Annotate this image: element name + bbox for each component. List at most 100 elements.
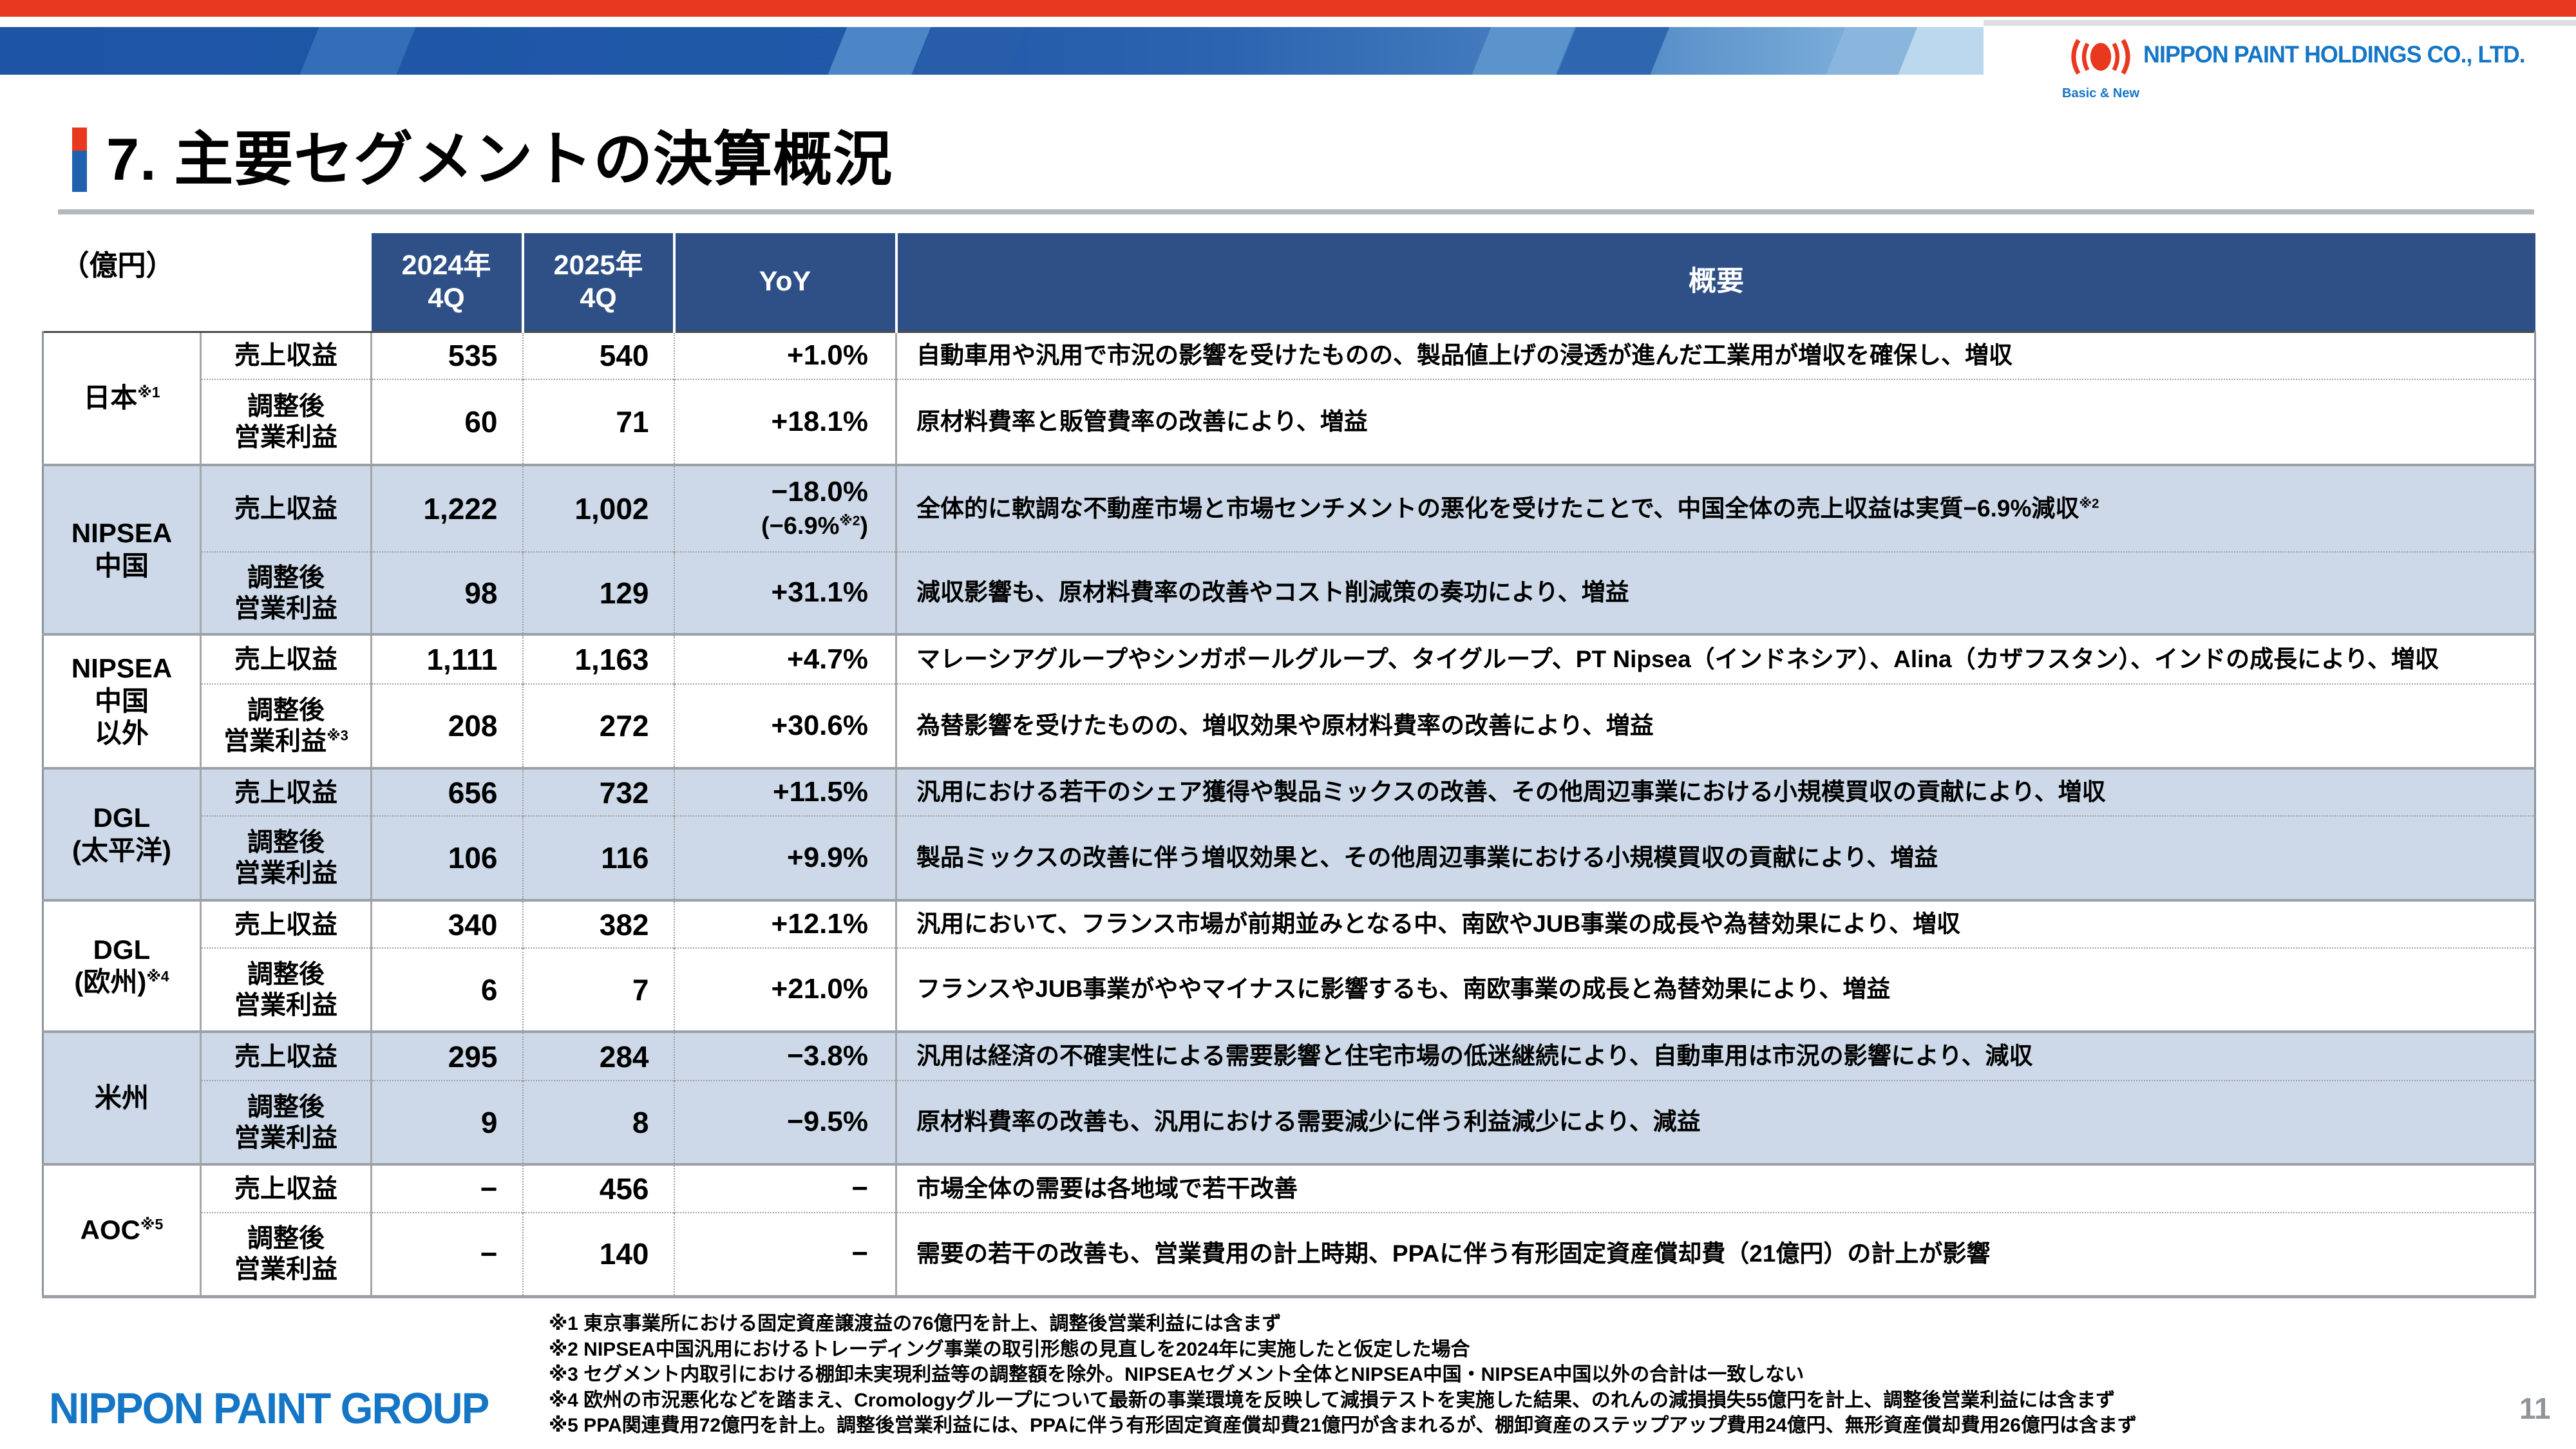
cell-adjusted-op-2024q: 60 [370,379,523,465]
cell-revenue-summary: 自動車用や汎用で市況の影響を受けたものの、製品値上げの浸透が進んだ工業用が増収を… [895,330,2536,379]
segment-name: DGL (欧州)※4 [42,899,201,1032]
cell-revenue-2025q: 1,002 [522,464,674,552]
header-banner [0,27,1984,75]
col-header-yoy: YoY [672,233,896,332]
cell-adjusted-op-yoy: − [673,1212,896,1298]
segment-name: NIPSEA 中国 [42,464,201,634]
table-header-row: （億円） 2024年 4Q 2025年 4Q YoY 概要 [43,233,2535,332]
banner-stripe [296,27,419,75]
table-row: 調整後 営業利益 9 8 −9.5% 原材料費率の改善も、汎用における需要減少に伴う利益減… [43,1080,2536,1164]
cell-adjusted-op-yoy: +30.6% [673,683,896,768]
cell-revenue-2025q: 284 [522,1030,674,1081]
footnote: ※2 NIPSEA中国汎用におけるトレーディング事業の取引形態の見直しを2024… [549,1338,1470,1360]
page-number: 11 [2519,1392,2551,1425]
cell-revenue-summary: 汎用において、フランス市場が前期並みとなる中、南欧やJUB事業の成長や為替効果に… [895,899,2536,948]
col-header-2025q4: 2025年 4Q [521,233,674,332]
title-accent-bar [72,128,87,192]
cell-metric-adjusted-op: 調整後 営業利益 [200,947,372,1032]
cell-adjusted-op-2025q: 140 [522,1212,674,1298]
cell-revenue-yoy: +4.7% [673,633,896,684]
cell-revenue-summary: 汎用における若干のシェア獲得や製品ミックスの改善、その他周辺事業における小規模買… [895,767,2536,816]
table-row: 調整後 営業利益 98 129 +31.1% 減収影響も、原材料費率の改善やコスト削減策の… [43,551,2536,634]
cell-adjusted-op-2025q: 8 [522,1080,674,1164]
cell-adjusted-op-yoy: +31.1% [673,551,896,634]
cell-revenue-summary: 全体的に軟調な不動産市場と市場センチメントの悪化を受けたことで、中国全体の売上収… [895,464,2536,552]
table-row: 米州 売上収益 295 284 −3.8% 汎用は経済の不確実性による需要影響と住宅市場の… [42,1030,2536,1164]
segment-name: NIPSEA 中国 以外 [42,633,201,768]
cell-revenue-2024q: 656 [370,767,523,816]
table-row: NIPSEA 中国 以外 売上収益 1,111 1,163 +4.7% マレーシアグループやシ… [42,633,2536,768]
cell-adjusted-op-summary: 製品ミックスの改善に伴う増収効果と、その他周辺事業における小規模買収の貢献により… [895,815,2536,900]
cell-adjusted-op-2024q: 208 [370,683,523,768]
cell-metric-adjusted-op: 調整後 営業利益 [200,815,372,900]
cell-metric-revenue: 売上収益 [200,1163,372,1213]
segment-name: 日本※1 [42,330,201,465]
cell-metric-revenue: 売上収益 [200,464,372,552]
footnote: ※1 東京事業所における固定資産譲渡益の76億円を計上、調整後営業利益には含まず [549,1313,1282,1334]
cell-metric-adjusted-op: 調整後 営業利益 [200,551,372,634]
cell-adjusted-op-2024q: 106 [370,815,523,900]
cell-revenue-yoy: −3.8% [673,1030,896,1081]
col-header-summary: 概要 [895,233,2535,332]
top-right-strip [1984,20,2576,26]
cell-revenue-2024q: − [370,1163,523,1213]
cell-adjusted-op-summary: 減収影響も、原材料費率の改善やコスト削減策の奏功により、増益 [895,551,2536,634]
segment-table-body: 日本※1 売上収益 535 540 +1.0% 自動車用や汎用で市況の影響を受けたものの、… [42,330,2536,1298]
footnotes: ※1 東京事業所における固定資産譲渡益の76億円を計上、調整後営業利益には含まず… [549,1311,2137,1439]
cell-revenue-2024q: 295 [370,1030,523,1081]
table-row: 日本※1 売上収益 535 540 +1.0% 自動車用や汎用で市況の影響を受けたものの、… [42,330,2536,465]
col-header-2024q4: 2024年 4Q [371,233,523,332]
cell-metric-revenue: 売上収益 [200,330,372,379]
logo-tagline: Basic & New [2062,86,2140,100]
cell-revenue-2024q: 535 [370,330,523,379]
footnote: ※3 セグメント内取引における棚卸未実現利益等の調整額を除外。NIPSEAセグメ… [549,1364,1804,1385]
cell-revenue-summary: 汎用は経済の不確実性による需要影響と住宅市場の低迷継続により、自動車用は市況の影… [895,1030,2536,1081]
cell-revenue-yoy: −18.0% (−6.9%※2) [673,464,896,552]
cell-metric-adjusted-op: 調整後 営業利益※3 [200,683,372,768]
table-row: DGL (太平洋) 売上収益 656 732 +11.5% 汎用における若干のシェア獲得や製… [42,767,2536,900]
cell-revenue-summary: マレーシアグループやシンガポールグループ、タイグループ、PT Nipsea（イン… [895,633,2536,684]
cell-adjusted-op-yoy: −9.5% [673,1080,896,1164]
cell-adjusted-op-summary: 原材料費率の改善も、汎用における需要減少に伴う利益減少により、減益 [895,1080,2536,1164]
cell-adjusted-op-2024q: 6 [370,947,523,1032]
cell-revenue-2024q: 1,111 [370,633,523,684]
title-divider [58,209,2534,214]
cell-revenue-yoy: +11.5% [673,767,896,816]
cell-revenue-yoy: +1.0% [673,330,896,379]
table-row: NIPSEA 中国 売上収益 1,222 1,002 −18.0% (−6.9%※2) 全体的… [42,464,2536,634]
paint-drop-icon [2071,39,2130,75]
cell-adjusted-op-summary: 為替影響を受けたものの、増収効果や原材料費率の改善により、増益 [895,683,2536,768]
cell-revenue-2025q: 732 [522,767,674,816]
cell-revenue-yoy: − [673,1163,896,1213]
cell-adjusted-op-2024q: 98 [370,551,523,634]
footnote: ※4 欧州の市況悪化などを踏まえ、Cromologyグループについて最新の事業環… [549,1389,2116,1411]
company-name: NIPPON PAINT HOLDINGS CO., LTD. [2143,41,2526,68]
footer-logo: NIPPON PAINT GROUP [49,1384,489,1433]
cell-adjusted-op-yoy: +18.1% [673,379,896,465]
cell-revenue-2025q: 382 [522,899,674,948]
table-row: 調整後 営業利益 60 71 +18.1% 原材料費率と販管費率の改善により、増益 [43,379,2536,465]
cell-adjusted-op-2025q: 7 [522,947,674,1032]
cell-revenue-2024q: 340 [370,899,523,948]
segment-results-table: （億円） 2024年 4Q 2025年 4Q YoY 概要 日本※1 売上収益 535 5… [42,233,2536,1298]
cell-revenue-2025q: 540 [522,330,674,379]
cell-adjusted-op-2024q: 9 [370,1080,523,1164]
cell-metric-adjusted-op: 調整後 営業利益 [200,1080,372,1164]
cell-metric-revenue: 売上収益 [200,899,372,948]
table-row: DGL (欧州)※4 売上収益 340 382 +12.1% 汎用において、フランス市場が前… [42,899,2536,1032]
cell-adjusted-op-summary: フランスやJUB事業がややマイナスに影響するも、南欧事業の成長と為替効果により、… [895,947,2536,1032]
table-row: 調整後 営業利益 −140− 需要の若干の改善も、営業費用の計上時期、PPAに伴う有形… [43,1212,2536,1298]
cell-revenue-summary: 市場全体の需要は各地域で若干改善 [895,1163,2536,1213]
cell-revenue-2025q: 1,163 [522,633,674,684]
company-logo: Basic & New NIPPON PAINT HOLDINGS CO., L… [2029,31,2563,102]
unit-label: （億円） [43,233,372,332]
cell-adjusted-op-2024q: − [370,1212,523,1298]
cell-adjusted-op-summary: 需要の若干の改善も、営業費用の計上時期、PPAに伴う有形固定資産償却費（21億円… [895,1212,2536,1298]
cell-metric-revenue: 売上収益 [200,767,372,816]
cell-revenue-2025q: 456 [522,1163,674,1213]
top-red-bar [0,0,2576,17]
cell-adjusted-op-summary: 原材料費率と販管費率の改善により、増益 [895,379,2536,465]
footnote: ※5 PPA関連費用72億円を計上。調整後営業利益には、PPAに伴う有形固定資産… [549,1415,2137,1436]
cell-metric-adjusted-op: 調整後 営業利益 [200,379,372,465]
table-row: 調整後 営業利益※3 208 272 +30.6% 為替影響を受けたものの、増収効果や原材… [43,683,2536,768]
